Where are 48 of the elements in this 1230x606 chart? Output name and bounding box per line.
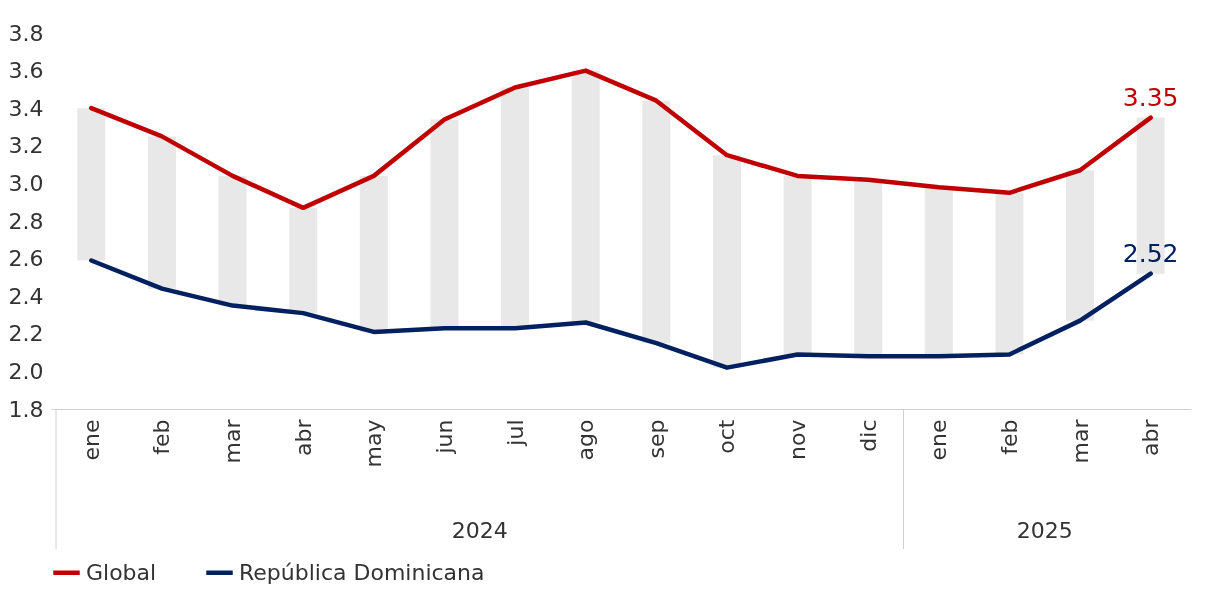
y-tick-label: 3.8 [8, 20, 44, 46]
y-tick-label: 1.8 [8, 396, 44, 422]
x-tick-label: sep [643, 419, 669, 459]
x-tick-label: jun [431, 419, 457, 455]
y-tick-label: 3.2 [8, 133, 44, 159]
x-tick-label: oct [714, 419, 740, 454]
bar [430, 119, 459, 329]
x-tick-label: abr [1138, 418, 1164, 456]
legend-label: Global [86, 559, 157, 585]
bar [995, 192, 1024, 355]
bar [642, 100, 671, 344]
bar [359, 175, 388, 332]
bar [289, 207, 318, 314]
y-tick-label: 2.8 [8, 208, 44, 234]
y-tick-label: 3.6 [8, 58, 44, 84]
x-tick-label: feb [996, 419, 1022, 455]
data-label: 2.52 [1122, 238, 1179, 268]
bar [1066, 170, 1095, 321]
x-tick-label: jul [502, 419, 528, 447]
y-tick-label: 2.4 [8, 283, 44, 309]
x-tick-label: may [361, 419, 387, 468]
bar [501, 87, 530, 329]
data-label: 3.35 [1122, 82, 1179, 112]
x-tick-label: abr [290, 418, 316, 456]
x-tick-label: ene [926, 419, 952, 461]
x-tick-label: ago [573, 419, 599, 461]
x-tick-label: dic [855, 419, 881, 452]
y-tick-label: 2.0 [8, 358, 44, 384]
x-tick-label: nov [785, 419, 811, 460]
bar [147, 136, 176, 289]
bar [854, 179, 883, 357]
x-tick-label: feb [149, 419, 175, 455]
bar [712, 155, 741, 368]
y-tick-label: 3.4 [8, 95, 44, 121]
y-tick-label: 3.0 [8, 170, 44, 196]
bar [77, 108, 106, 261]
y-tick-label: 2.6 [8, 246, 44, 272]
bar [783, 175, 812, 355]
text: 2024 [451, 518, 508, 543]
x-tick-label: ene [78, 419, 104, 461]
x-tick-label: mar [1067, 418, 1093, 464]
y-tick-label: 2.2 [8, 321, 44, 347]
text: 2025 [1016, 518, 1073, 543]
legend-label: República Dominicana [239, 559, 485, 585]
x-tick-label: mar [220, 418, 246, 464]
bar [571, 70, 600, 323]
bar [218, 175, 247, 306]
bar [924, 187, 953, 357]
